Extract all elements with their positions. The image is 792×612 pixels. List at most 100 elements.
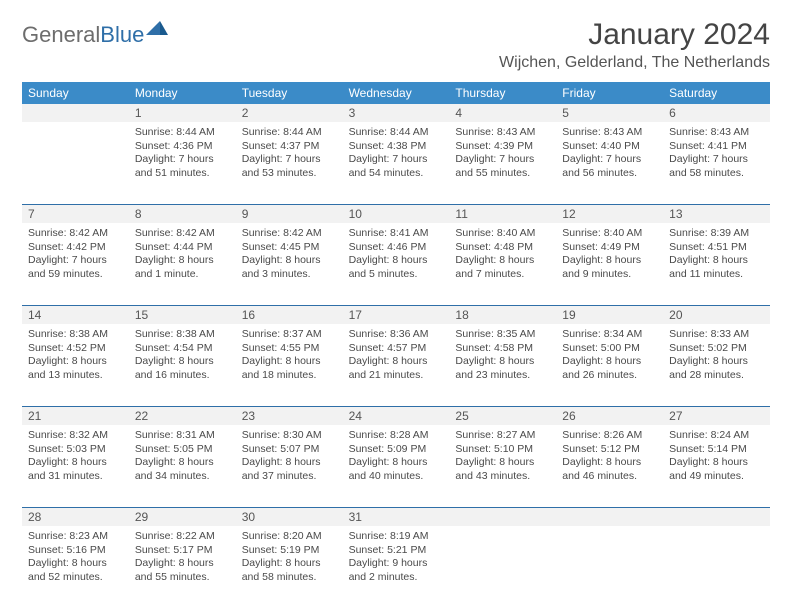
sunset-line: Sunset: 4:46 PM: [349, 241, 444, 255]
sunrise-line: Sunrise: 8:24 AM: [669, 429, 764, 443]
day-number: 15: [129, 306, 236, 324]
day-number-row: 14151617181920: [22, 306, 770, 324]
daylight-line: Daylight: 8 hours and 49 minutes.: [669, 456, 764, 483]
day-cell: Sunrise: 8:26 AMSunset: 5:12 PMDaylight:…: [556, 425, 663, 507]
sunrise-line: Sunrise: 8:30 AM: [242, 429, 337, 443]
day-cell: Sunrise: 8:44 AMSunset: 4:38 PMDaylight:…: [343, 122, 450, 204]
day-header-cell: Saturday: [663, 82, 770, 104]
day-number: 13: [663, 205, 770, 223]
cells-row: Sunrise: 8:38 AM Sunset: 4:52 PM Daylight:…: [22, 324, 770, 406]
day-number: 16: [236, 306, 343, 324]
sunrise-line: Sunrise: 8:28 AM: [349, 429, 444, 443]
sunrise-line: Sunrise: 8:22 AM: [135, 530, 230, 544]
sunrise-line: Sunrise: 8:37 AM: [242, 328, 337, 342]
sunset-line: Sunset: 4:57 PM: [349, 342, 444, 356]
sunrise-line: Sunrise: 8:20 AM: [242, 530, 337, 544]
day-number: 22: [129, 407, 236, 425]
day-number: 29: [129, 508, 236, 526]
sunrise-line: Sunrise: 8:19 AM: [349, 530, 444, 544]
logo-text-gray: General: [22, 22, 100, 47]
sunrise-line: Sunrise: 8:44 AM: [349, 126, 444, 140]
day-number: 7: [22, 205, 129, 223]
day-number: 4: [449, 104, 556, 122]
day-number: 24: [343, 407, 450, 425]
day-cell: Sunrise: 8:42 AMSunset: 4:45 PMDaylight:…: [236, 223, 343, 305]
day-cell: Sunrise: 8:38 AMSunset: 4:54 PMDaylight:…: [129, 324, 236, 406]
day-cell: Sunrise: 8:36 AMSunset: 4:57 PMDaylight:…: [343, 324, 450, 406]
day-number: 17: [343, 306, 450, 324]
sunrise-line: Sunrise: 8:42 AM: [28, 227, 123, 241]
day-number: 31: [343, 508, 450, 526]
daylight-line: Daylight: 8 hours and 21 minutes.: [349, 355, 444, 382]
calendar: SundayMondayTuesdayWednesdayThursdayFrid…: [22, 82, 770, 608]
day-cell: Sunrise: 8:42 AMSunset: 4:44 PMDaylight:…: [129, 223, 236, 305]
day-cell: Sunrise: 8:40 AMSunset: 4:48 PMDaylight:…: [449, 223, 556, 305]
day-number: 5: [556, 104, 663, 122]
day-number: [22, 104, 129, 122]
day-cell: Sunrise: 8:20 AMSunset: 5:19 PMDaylight:…: [236, 526, 343, 608]
sunset-line: Sunset: 4:36 PM: [135, 140, 230, 154]
day-number: 18: [449, 306, 556, 324]
day-number: [556, 508, 663, 526]
sunrise-line: Sunrise: 8:43 AM: [562, 126, 657, 140]
sunset-line: Sunset: 5:16 PM: [28, 544, 123, 558]
day-number: 12: [556, 205, 663, 223]
day-cell: Sunrise: 8:34 AMSunset: 5:00 PMDaylight:…: [556, 324, 663, 406]
logo-text-blue: Blue: [100, 22, 144, 47]
daylight-line: Daylight: 8 hours and 34 minutes.: [135, 456, 230, 483]
day-header-cell: Wednesday: [343, 82, 450, 104]
day-number-row: 21222324252627: [22, 407, 770, 425]
day-number: 8: [129, 205, 236, 223]
sunset-line: Sunset: 4:58 PM: [455, 342, 550, 356]
sunrise-line: Sunrise: 8:44 AM: [135, 126, 230, 140]
day-cell: Sunrise: 8:28 AMSunset: 5:09 PMDaylight:…: [343, 425, 450, 507]
day-cell: Sunrise: 8:42 AMSunset: 4:42 PMDaylight:…: [22, 223, 129, 305]
day-cell: Sunrise: 8:33 AMSunset: 5:02 PMDaylight:…: [663, 324, 770, 406]
sunset-line: Sunset: 5:02 PM: [669, 342, 764, 356]
daylight-line: Daylight: 9 hours and 2 minutes.: [349, 557, 444, 584]
sunset-line: Sunset: 5:09 PM: [349, 443, 444, 457]
sunset-line: Sunset: 5:10 PM: [455, 443, 550, 457]
daylight-line: Daylight: 8 hours and 55 minutes.: [135, 557, 230, 584]
sunset-line: Sunset: 5:07 PM: [242, 443, 337, 457]
sunset-line: Sunset: 4:49 PM: [562, 241, 657, 255]
sunset-line: Sunset: 4:51 PM: [669, 241, 764, 255]
daylight-line: Daylight: 8 hours and 16 minutes.: [135, 355, 230, 382]
daylight-line: Daylight: 8 hours and 40 minutes.: [349, 456, 444, 483]
day-cell: Sunrise: 8:31 AMSunset: 5:05 PMDaylight:…: [129, 425, 236, 507]
sunrise-line: Sunrise: 8:43 AM: [455, 126, 550, 140]
week-container: 78910111213Sunrise: 8:42 AMSunset: 4:42 …: [22, 204, 770, 305]
logo: GeneralBlue: [22, 18, 168, 48]
sunset-line: Sunset: 4:39 PM: [455, 140, 550, 154]
sunset-line: Sunset: 4:48 PM: [455, 241, 550, 255]
sunrise-line: Sunrise: 8:38 AM: [135, 328, 230, 342]
sunset-line: Sunset: 5:05 PM: [135, 443, 230, 457]
daylight-line: Daylight: 8 hours and 58 minutes.: [242, 557, 337, 584]
daylight-line: Daylight: 8 hours and 26 minutes.: [562, 355, 657, 382]
sunset-line: Sunset: 4:55 PM: [242, 342, 337, 356]
daylight-line: Daylight: 8 hours and 1 minute.: [135, 254, 230, 281]
daylight-line: Daylight: 7 hours and 56 minutes.: [562, 153, 657, 180]
day-number: 14: [22, 306, 129, 324]
sunrise-line: Sunrise: 8:26 AM: [562, 429, 657, 443]
day-cell: Sunrise: 8:43 AMSunset: 4:41 PMDaylight:…: [663, 122, 770, 204]
location: Wijchen, Gelderland, The Netherlands: [499, 54, 770, 72]
daylight-line: Daylight: 8 hours and 9 minutes.: [562, 254, 657, 281]
day-number: 3: [343, 104, 450, 122]
daylight-line: Daylight: 8 hours and 46 minutes.: [562, 456, 657, 483]
day-cell: Sunrise: 8:41 AMSunset: 4:46 PMDaylight:…: [343, 223, 450, 305]
cells-row: Sunrise: 8:23 AMSunset: 5:16 PMDaylight:…: [22, 526, 770, 608]
sunset-line: Sunset: 4:37 PM: [242, 140, 337, 154]
sunrise-line: Sunrise: 8:35 AM: [455, 328, 550, 342]
day-number: 28: [22, 508, 129, 526]
sunset-line: Sunset: 5:14 PM: [669, 443, 764, 457]
day-number: [449, 508, 556, 526]
day-cell: Sunrise: 8:23 AMSunset: 5:16 PMDaylight:…: [22, 526, 129, 608]
week-container: 21222324252627Sunrise: 8:32 AMSunset: 5:…: [22, 406, 770, 507]
day-number: 11: [449, 205, 556, 223]
day-number: 2: [236, 104, 343, 122]
day-number-row: 78910111213: [22, 205, 770, 223]
sunrise-line: Sunrise: 8:31 AM: [135, 429, 230, 443]
day-header-row: SundayMondayTuesdayWednesdayThursdayFrid…: [22, 82, 770, 104]
sunset-line: Sunset: 4:52 PM: [28, 342, 123, 356]
